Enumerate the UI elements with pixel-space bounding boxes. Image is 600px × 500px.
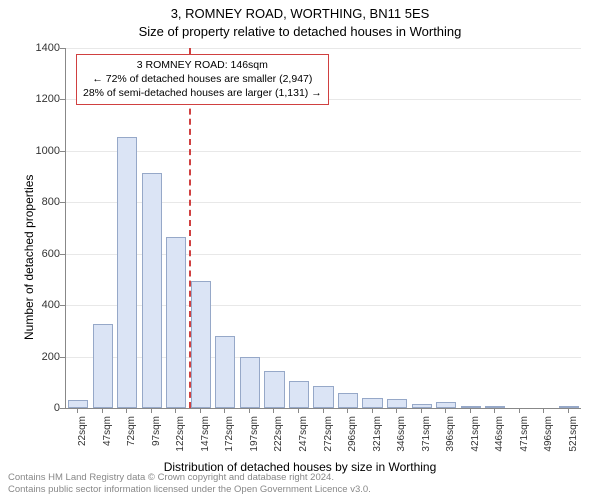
x-tick-label: 197sqm	[249, 416, 260, 456]
x-tick-label: 47sqm	[102, 416, 113, 456]
plot-area: 3 ROMNEY ROAD: 146sqm← 72% of detached h…	[65, 48, 581, 409]
y-tick-label: 600	[20, 248, 60, 260]
x-tick-label: 446sqm	[494, 416, 505, 456]
y-tick-label: 1400	[20, 42, 60, 54]
x-tick-mark	[396, 408, 397, 413]
x-tick-label: 122sqm	[175, 416, 186, 456]
histogram-bar	[264, 371, 284, 408]
x-tick-label: 396sqm	[445, 416, 456, 456]
y-tick-label: 1000	[20, 145, 60, 157]
histogram-bar	[93, 324, 113, 408]
chart-title-line1: 3, ROMNEY ROAD, WORTHING, BN11 5ES	[0, 6, 600, 21]
y-tick-mark	[60, 202, 65, 203]
x-tick-mark	[224, 408, 225, 413]
histogram-bar	[166, 237, 186, 408]
histogram-bar	[191, 281, 211, 408]
y-tick-label: 800	[20, 196, 60, 208]
x-tick-label: 521sqm	[568, 416, 579, 456]
gridline	[66, 48, 581, 49]
x-tick-label: 222sqm	[273, 416, 284, 456]
callout-line3: 28% of semi-detached houses are larger (…	[83, 86, 322, 100]
x-tick-mark	[568, 408, 569, 413]
x-tick-mark	[519, 408, 520, 413]
x-tick-label: 97sqm	[151, 416, 162, 456]
x-tick-mark	[151, 408, 152, 413]
y-tick-mark	[60, 254, 65, 255]
y-tick-label: 1200	[20, 93, 60, 105]
y-tick-label: 400	[20, 299, 60, 311]
x-tick-mark	[77, 408, 78, 413]
x-tick-label: 72sqm	[126, 416, 137, 456]
y-tick-mark	[60, 48, 65, 49]
histogram-bar	[68, 400, 88, 408]
histogram-bar	[387, 399, 407, 408]
x-tick-mark	[494, 408, 495, 413]
x-tick-label: 247sqm	[298, 416, 309, 456]
y-tick-label: 200	[20, 351, 60, 363]
x-tick-mark	[273, 408, 274, 413]
histogram-bar	[338, 393, 358, 408]
x-tick-label: 346sqm	[396, 416, 407, 456]
x-tick-mark	[249, 408, 250, 413]
histogram-bar	[289, 381, 309, 408]
y-tick-mark	[60, 305, 65, 306]
x-tick-label: 421sqm	[470, 416, 481, 456]
histogram-bar	[362, 398, 382, 408]
attribution-line1: Contains HM Land Registry data © Crown c…	[8, 472, 371, 484]
histogram-bar	[215, 336, 235, 408]
y-tick-label: 0	[20, 402, 60, 414]
histogram-bar	[142, 173, 162, 408]
callout-line1: 3 ROMNEY ROAD: 146sqm	[83, 58, 322, 72]
y-tick-mark	[60, 408, 65, 409]
x-tick-mark	[445, 408, 446, 413]
histogram-bar	[485, 406, 505, 408]
y-tick-mark	[60, 99, 65, 100]
x-tick-mark	[372, 408, 373, 413]
histogram-bar	[117, 137, 137, 408]
callout-line2: ← 72% of detached houses are smaller (2,…	[83, 72, 322, 86]
x-tick-mark	[200, 408, 201, 413]
x-tick-mark	[102, 408, 103, 413]
x-tick-label: 172sqm	[224, 416, 235, 456]
x-tick-mark	[421, 408, 422, 413]
x-tick-mark	[543, 408, 544, 413]
x-tick-mark	[298, 408, 299, 413]
x-tick-label: 22sqm	[77, 416, 88, 456]
attribution-line2: Contains public sector information licen…	[8, 484, 371, 496]
y-tick-mark	[60, 357, 65, 358]
chart-title-line2: Size of property relative to detached ho…	[0, 24, 600, 39]
x-tick-label: 471sqm	[519, 416, 530, 456]
x-tick-mark	[470, 408, 471, 413]
x-tick-mark	[175, 408, 176, 413]
x-tick-label: 272sqm	[323, 416, 334, 456]
x-tick-label: 321sqm	[372, 416, 383, 456]
x-tick-mark	[323, 408, 324, 413]
histogram-bar	[313, 386, 333, 408]
x-tick-label: 496sqm	[543, 416, 554, 456]
property-callout: 3 ROMNEY ROAD: 146sqm← 72% of detached h…	[76, 54, 329, 105]
x-tick-mark	[347, 408, 348, 413]
x-tick-label: 371sqm	[421, 416, 432, 456]
attribution-text: Contains HM Land Registry data © Crown c…	[8, 472, 371, 496]
y-tick-mark	[60, 151, 65, 152]
histogram-bar	[240, 357, 260, 408]
x-tick-mark	[126, 408, 127, 413]
x-tick-label: 147sqm	[200, 416, 211, 456]
gridline	[66, 151, 581, 152]
x-tick-label: 296sqm	[347, 416, 358, 456]
histogram-bar	[436, 402, 456, 408]
